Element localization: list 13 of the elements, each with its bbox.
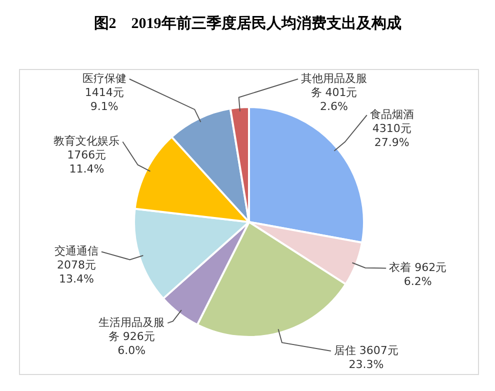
slice-label: 交通通信	[54, 244, 98, 258]
slice-label: 教育文化娱乐	[54, 134, 120, 148]
slice-label: 生活用品及服务 926元 6.0%	[98, 316, 165, 357]
slice-label: 居住 3607元 23.3%	[334, 344, 398, 371]
slice-label: 衣着 962元 6.2%	[389, 261, 447, 288]
data-label: 1766元 11.4%	[67, 148, 106, 176]
slice-label: 医疗保健	[82, 72, 126, 85]
slice-label: 其他用品及服务 401元 2.6%	[301, 72, 367, 113]
chart-title: 图2 2019年前三季度居民人均消费支出及构成	[92, 14, 402, 33]
data-label: 4310元 27.9%	[372, 122, 412, 149]
data-label: 2078元 13.4%	[56, 258, 96, 286]
data-label: 1414元 9.1%	[84, 86, 124, 113]
slice-label: 食品烟酒	[370, 108, 414, 121]
